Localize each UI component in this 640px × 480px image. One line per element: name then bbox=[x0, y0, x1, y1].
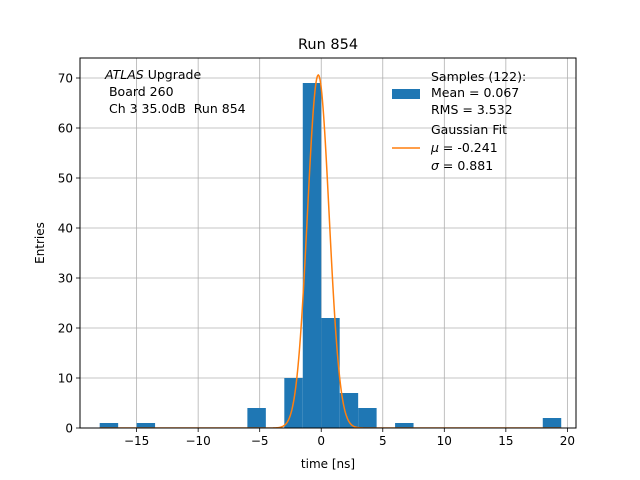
annotation-upgrade: Upgrade bbox=[144, 67, 202, 82]
x-tick-label: 15 bbox=[498, 434, 513, 448]
histogram-bar bbox=[339, 393, 359, 428]
histogram-bar bbox=[136, 423, 156, 428]
legend-samples-title: Samples (122): bbox=[431, 69, 526, 84]
plot-frame bbox=[79, 57, 577, 429]
annotation-atlas: ATLAS bbox=[104, 67, 144, 82]
y-tick-label: 20 bbox=[58, 321, 73, 335]
legend-samples-rms: RMS = 3.532 bbox=[431, 102, 513, 117]
legend-fit-mu: μ = -0.241 bbox=[430, 140, 498, 155]
x-axis-label: time [ns] bbox=[301, 457, 355, 471]
annotation-line-2: Board 260 bbox=[105, 84, 174, 99]
x-tick-label: −5 bbox=[251, 434, 269, 448]
legend-fit-sigma: σ = 0.881 bbox=[431, 158, 493, 173]
histogram-bar bbox=[321, 318, 340, 428]
histogram-bar bbox=[302, 83, 322, 428]
y-tick-label: 50 bbox=[58, 171, 73, 185]
histogram-bar bbox=[99, 423, 119, 428]
y-tick-label: 70 bbox=[58, 71, 73, 85]
x-tick-label: −10 bbox=[185, 434, 210, 448]
y-axis-ticks: 0 10 20 30 40 50 60 70 bbox=[58, 71, 80, 435]
histogram-bar bbox=[542, 418, 562, 428]
y-tick-label: 40 bbox=[58, 221, 73, 235]
y-tick-label: 30 bbox=[58, 271, 73, 285]
legend-mu-value: = -0.241 bbox=[439, 140, 498, 155]
atlas-annotation: ATLAS Upgrade Board 260 Ch 3 35.0dB Run … bbox=[104, 67, 246, 116]
y-tick-label: 10 bbox=[58, 371, 73, 385]
annotation-line-1: ATLAS Upgrade bbox=[104, 67, 201, 82]
legend-sigma-value: = 0.881 bbox=[439, 158, 493, 173]
annotation-line-3: Ch 3 35.0dB Run 854 bbox=[105, 101, 246, 116]
legend-samples-mean: Mean = 0.067 bbox=[431, 85, 519, 100]
x-tick-label: 0 bbox=[317, 434, 325, 448]
x-tick-label: −15 bbox=[124, 434, 149, 448]
y-axis-label: Entries bbox=[33, 222, 47, 264]
y-tick-label: 0 bbox=[65, 421, 73, 435]
gaussian-fit bbox=[99, 74, 562, 428]
histogram-bar bbox=[247, 408, 266, 428]
y-tick-label: 60 bbox=[58, 121, 73, 135]
x-axis-ticks: −15 −10 −5 0 5 10 15 20 bbox=[124, 428, 575, 448]
legend-fit-title: Gaussian Fit bbox=[431, 122, 507, 137]
histogram-bar bbox=[358, 408, 377, 428]
legend: Samples (122): Mean = 0.067 RMS = 3.532 … bbox=[392, 69, 526, 173]
fit-curve bbox=[99, 74, 562, 428]
histogram-bar bbox=[395, 423, 414, 428]
x-tick-label: 20 bbox=[560, 434, 575, 448]
x-tick-label: 5 bbox=[379, 434, 387, 448]
legend-mu-symbol: μ bbox=[430, 140, 439, 155]
legend-sigma-symbol: σ bbox=[431, 158, 440, 173]
histogram-bars bbox=[99, 83, 562, 428]
legend-samples-patch bbox=[392, 89, 420, 99]
x-tick-label: 10 bbox=[437, 434, 452, 448]
chart-title: Run 854 bbox=[298, 37, 358, 53]
